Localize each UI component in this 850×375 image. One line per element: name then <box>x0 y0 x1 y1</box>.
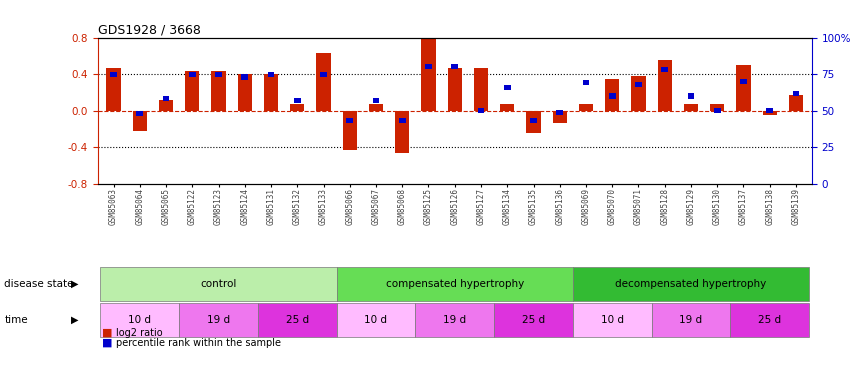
Text: GDS1928 / 3668: GDS1928 / 3668 <box>98 23 201 36</box>
Bar <box>632 76 646 111</box>
Bar <box>448 68 462 111</box>
Bar <box>557 110 563 115</box>
Bar <box>740 79 747 84</box>
Text: decompensated hypertrophy: decompensated hypertrophy <box>615 279 767 289</box>
Bar <box>212 71 226 111</box>
Bar <box>494 303 573 337</box>
Text: 10 d: 10 d <box>365 315 388 325</box>
Text: 19 d: 19 d <box>443 315 467 325</box>
Bar <box>100 267 337 301</box>
Bar <box>579 104 593 111</box>
Text: time: time <box>4 315 28 325</box>
Text: percentile rank within the sample: percentile rank within the sample <box>116 338 281 348</box>
Bar <box>573 303 652 337</box>
Bar <box>767 108 773 113</box>
Bar <box>789 95 803 111</box>
Text: disease state: disease state <box>4 279 74 289</box>
Bar <box>714 108 721 113</box>
Bar <box>343 111 357 150</box>
Bar <box>605 79 620 111</box>
Bar <box>100 303 179 337</box>
Bar <box>552 111 567 123</box>
Text: compensated hypertrophy: compensated hypertrophy <box>386 279 524 289</box>
Bar <box>736 65 751 111</box>
Bar <box>688 93 694 99</box>
Bar <box>337 303 416 337</box>
Text: ▶: ▶ <box>71 279 78 289</box>
Bar <box>347 118 353 123</box>
Bar <box>683 104 698 111</box>
Bar <box>652 303 730 337</box>
Bar <box>730 303 809 337</box>
Bar <box>337 267 573 301</box>
Bar <box>137 111 143 116</box>
Bar <box>399 118 405 123</box>
Bar <box>241 75 248 80</box>
Bar <box>179 303 258 337</box>
Bar <box>159 100 173 111</box>
Bar <box>661 67 668 72</box>
Bar <box>106 68 121 111</box>
Text: ▶: ▶ <box>71 315 78 325</box>
Bar <box>369 104 383 111</box>
Bar <box>710 104 724 111</box>
Bar <box>215 72 222 76</box>
Text: ■: ■ <box>102 328 112 338</box>
Bar <box>294 98 301 103</box>
Bar <box>530 118 537 123</box>
Bar <box>609 93 615 99</box>
Bar <box>133 111 147 131</box>
Bar <box>372 98 379 103</box>
Bar <box>425 64 432 69</box>
Text: log2 ratio: log2 ratio <box>116 328 163 338</box>
Bar <box>189 72 196 76</box>
Bar <box>793 90 799 96</box>
Text: 25 d: 25 d <box>286 315 309 325</box>
Bar <box>573 267 809 301</box>
Text: 19 d: 19 d <box>207 315 230 325</box>
Bar <box>658 60 672 111</box>
Bar <box>320 72 326 76</box>
Bar <box>237 74 252 111</box>
Text: 25 d: 25 d <box>522 315 545 325</box>
Bar <box>473 68 488 111</box>
Text: 25 d: 25 d <box>758 315 781 325</box>
Bar <box>762 111 777 115</box>
Text: control: control <box>201 279 236 289</box>
Bar <box>500 104 514 111</box>
Bar <box>422 38 436 111</box>
Bar <box>583 80 589 86</box>
Bar <box>268 72 275 76</box>
Bar <box>110 72 116 76</box>
Bar <box>635 82 642 87</box>
Bar <box>316 53 331 111</box>
Text: 19 d: 19 d <box>679 315 703 325</box>
Bar <box>185 71 200 111</box>
Bar <box>290 104 304 111</box>
Text: 10 d: 10 d <box>128 315 151 325</box>
Bar <box>395 111 410 153</box>
Text: ■: ■ <box>102 338 112 348</box>
Bar <box>478 108 484 113</box>
Bar <box>416 303 494 337</box>
Bar <box>258 303 337 337</box>
Bar <box>504 85 511 90</box>
Text: 10 d: 10 d <box>601 315 624 325</box>
Bar <box>526 111 541 133</box>
Bar <box>451 64 458 69</box>
Bar <box>162 96 169 102</box>
Bar <box>264 74 278 111</box>
